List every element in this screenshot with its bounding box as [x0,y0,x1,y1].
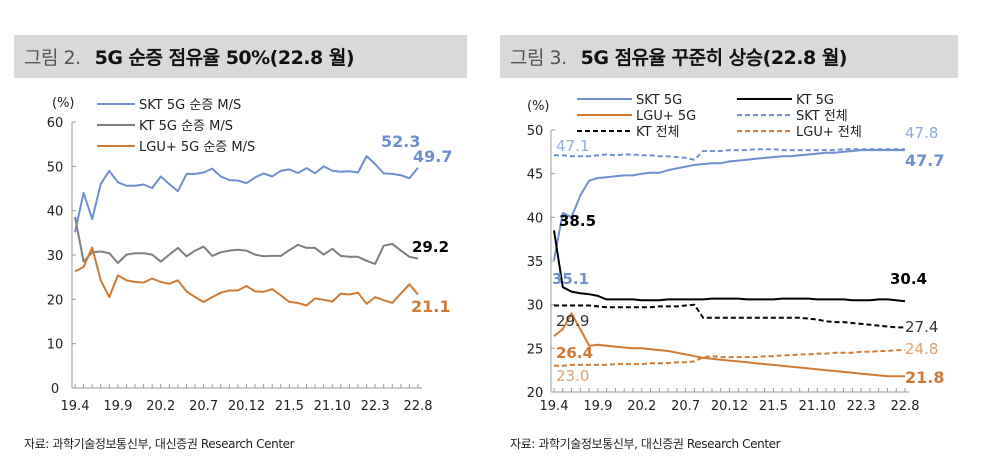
x-tick-label: 20.12 [228,399,265,414]
series-line-5 [554,349,905,367]
legend-label-3: SKT 전체 [796,109,848,124]
x-tick-label: 19.4 [540,399,569,414]
y-tick-label: 45 [527,168,544,183]
y-tick-label: 50 [527,124,544,139]
y-tick-label: 30 [527,299,544,314]
x-tick-label: 21.5 [759,399,788,414]
y-tick-label: 20 [47,293,64,308]
legend-label-2: LGU+ 5G [636,109,696,124]
series-line-1 [553,230,906,303]
data-label: 24.8 [905,340,938,358]
data-label: 47.1 [556,137,589,155]
x-tick-label: 20.12 [711,399,748,414]
x-tick-label: 19.9 [583,399,612,414]
x-tick-label: 20.7 [189,399,218,414]
y-tick-label: 50 [47,160,64,175]
x-tick-label: 22.8 [404,399,433,414]
legend-label-1: KT 5G 순증 M/S [139,119,233,134]
y-tick-label: 35 [527,255,544,270]
y-tick-label: 40 [47,205,64,220]
data-label: 30.4 [890,270,927,288]
legend-label-4: KT 전체 [636,125,680,140]
data-label: 35.1 [552,270,589,288]
legend-label-2: LGU+ 5G 순증 M/S [139,140,255,155]
y-tick-label: 0 [51,382,59,397]
data-label: 47.8 [905,124,938,142]
series-line-0 [553,149,905,261]
y-tick-label: 10 [47,338,64,353]
figure-3-source: 자료: 과학기술정보통신부, 대신증권 Research Center [510,437,781,451]
data-label: 29.9 [556,312,589,330]
x-tick-label: 22.8 [891,399,920,414]
data-label: 52.3 [381,132,420,151]
y-unit-label: (%) [52,96,75,111]
series-line-1 [74,216,419,265]
data-label: 27.4 [905,318,938,336]
data-label: 38.5 [559,212,596,230]
x-tick-label: 19.4 [61,399,90,414]
series-line-4 [554,303,905,329]
data-label: 21.1 [411,297,450,316]
x-tick-label: 20.2 [146,399,175,414]
x-tick-label: 21.10 [314,399,351,414]
x-tick-label: 20.2 [627,399,656,414]
series-line-3 [554,148,905,161]
legend-label-0: SKT 5G [636,93,682,108]
legend-label-0: SKT 5G 순증 M/S [139,98,241,113]
data-label: 47.7 [905,151,944,170]
series-line-2 [74,246,419,307]
data-label: 29.2 [412,238,449,256]
y-tick-label: 30 [47,249,64,264]
figure-3-title: 5G 점유율 꾸준히 상승(22.8 월) [580,47,848,69]
x-tick-label: 22.3 [361,399,390,414]
legend-label-1: KT 5G [796,93,834,108]
y-unit-label: (%) [527,99,550,114]
figure-2-number: 그림 2. [24,47,81,69]
y-tick-label: 40 [527,211,544,226]
figure-2-title-bar: 그림 2. 5G 순증 점유율 50%(22.8 월) [14,35,467,78]
series-line-0 [74,155,419,233]
data-label: 49.7 [413,147,452,166]
y-tick-label: 20 [527,386,544,401]
y-tick-label: 25 [527,342,544,357]
x-tick-label: 21.10 [799,399,836,414]
figure-3-number: 그림 3. [510,47,567,69]
series-line-2 [553,312,905,378]
figure-2-source: 자료: 과학기술정보통신부, 대신증권 Research Center [24,437,295,451]
figure-2-title: 5G 순증 점유율 50%(22.8 월) [94,47,355,69]
legend-label-5: LGU+ 전체 [796,125,862,140]
x-tick-label: 21.5 [275,399,304,414]
data-label: 21.8 [905,368,944,387]
data-label: 26.4 [556,344,593,362]
data-label: 23.0 [556,367,589,385]
x-tick-label: 20.7 [671,399,700,414]
x-tick-label: 19.9 [103,399,132,414]
x-tick-label: 22.3 [847,399,876,414]
y-tick-label: 60 [47,116,64,131]
figure-3-title-bar: 그림 3. 5G 점유율 꾸준히 상승(22.8 월) [500,35,958,78]
